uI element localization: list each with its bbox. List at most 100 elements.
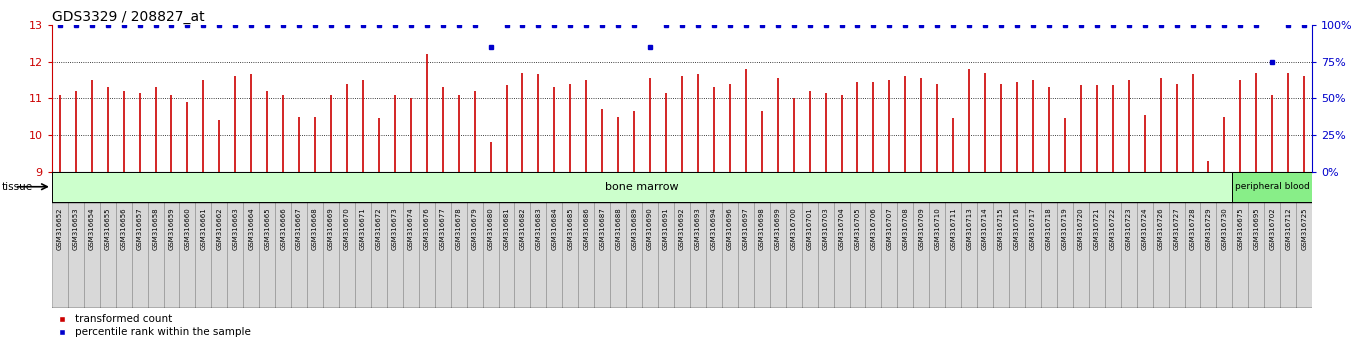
Text: GSM316708: GSM316708 — [903, 207, 908, 250]
Text: GSM316717: GSM316717 — [1030, 207, 1037, 250]
Text: GSM316658: GSM316658 — [153, 207, 158, 250]
Bar — [1121, 202, 1136, 308]
Text: GSM316698: GSM316698 — [758, 207, 765, 250]
Text: GSM316679: GSM316679 — [472, 207, 477, 250]
Bar — [1057, 202, 1073, 308]
Bar — [547, 202, 562, 308]
Text: GSM316681: GSM316681 — [503, 207, 510, 250]
Text: GSM316652: GSM316652 — [57, 207, 63, 250]
Text: GSM316720: GSM316720 — [1078, 207, 1084, 250]
Text: peripheral blood: peripheral blood — [1234, 182, 1309, 191]
Bar — [1136, 202, 1153, 308]
Bar — [1088, 202, 1105, 308]
Bar — [833, 202, 850, 308]
Text: GDS3329 / 208827_at: GDS3329 / 208827_at — [52, 10, 205, 24]
Text: GSM316728: GSM316728 — [1189, 207, 1195, 250]
Text: GSM316664: GSM316664 — [248, 207, 254, 250]
Bar — [131, 202, 147, 308]
Text: GSM316700: GSM316700 — [791, 207, 797, 250]
Bar — [850, 202, 866, 308]
Text: GSM316667: GSM316667 — [296, 207, 301, 250]
Bar — [962, 202, 977, 308]
Text: GSM316657: GSM316657 — [136, 207, 143, 250]
Text: GSM316713: GSM316713 — [966, 207, 973, 250]
Bar — [993, 202, 1009, 308]
Text: GSM316716: GSM316716 — [1013, 207, 1020, 250]
Text: GSM316704: GSM316704 — [839, 207, 844, 250]
Bar — [450, 202, 466, 308]
Bar — [466, 202, 483, 308]
Bar — [228, 202, 243, 308]
Bar — [1217, 202, 1233, 308]
Text: GSM316656: GSM316656 — [120, 207, 127, 250]
Text: GSM316729: GSM316729 — [1206, 207, 1211, 250]
Text: GSM316674: GSM316674 — [408, 207, 413, 250]
Text: GSM316678: GSM316678 — [456, 207, 461, 250]
Text: GSM316693: GSM316693 — [694, 207, 701, 250]
Legend: transformed count, percentile rank within the sample: transformed count, percentile rank withi… — [55, 310, 255, 342]
Text: GSM316694: GSM316694 — [711, 207, 717, 250]
Bar — [1009, 202, 1024, 308]
Text: GSM316707: GSM316707 — [887, 207, 892, 250]
Text: GSM316662: GSM316662 — [217, 207, 222, 250]
Bar — [435, 202, 450, 308]
Text: GSM316683: GSM316683 — [536, 207, 542, 250]
Bar — [595, 202, 610, 308]
Bar — [1233, 202, 1248, 308]
Bar — [1105, 202, 1121, 308]
Text: GSM316726: GSM316726 — [1158, 207, 1163, 250]
Text: GSM316686: GSM316686 — [584, 207, 589, 250]
Text: GSM316687: GSM316687 — [599, 207, 606, 250]
Bar — [1041, 202, 1057, 308]
Text: GSM316682: GSM316682 — [520, 207, 525, 250]
Bar — [307, 202, 323, 308]
Bar — [657, 202, 674, 308]
Text: GSM316701: GSM316701 — [806, 207, 813, 250]
Text: GSM316660: GSM316660 — [184, 207, 191, 250]
Bar — [626, 202, 642, 308]
Bar — [738, 202, 754, 308]
Text: GSM316705: GSM316705 — [854, 207, 861, 250]
Bar — [1153, 202, 1169, 308]
Bar — [929, 202, 945, 308]
Text: GSM316712: GSM316712 — [1285, 207, 1292, 250]
Bar — [483, 202, 498, 308]
Bar — [562, 202, 578, 308]
Text: GSM316706: GSM316706 — [870, 207, 877, 250]
Bar — [754, 202, 769, 308]
Text: tissue: tissue — [1, 182, 33, 192]
Bar — [68, 202, 83, 308]
Bar — [83, 202, 100, 308]
Text: GSM316722: GSM316722 — [1110, 207, 1116, 250]
Bar — [340, 202, 355, 308]
Bar — [276, 202, 291, 308]
Text: GSM316730: GSM316730 — [1221, 207, 1228, 250]
Bar — [881, 202, 898, 308]
Text: GSM316666: GSM316666 — [280, 207, 286, 250]
Bar — [147, 202, 164, 308]
Text: GSM316709: GSM316709 — [918, 207, 925, 250]
Text: GSM316702: GSM316702 — [1270, 207, 1275, 250]
Text: GSM316691: GSM316691 — [663, 207, 670, 250]
Bar — [1296, 202, 1312, 308]
Text: GSM316695: GSM316695 — [1254, 207, 1259, 250]
Text: GSM316692: GSM316692 — [679, 207, 685, 250]
Text: GSM316661: GSM316661 — [201, 207, 206, 250]
Text: GSM316714: GSM316714 — [982, 207, 988, 250]
Text: GSM316723: GSM316723 — [1125, 207, 1132, 250]
Bar — [211, 202, 228, 308]
Text: GSM316715: GSM316715 — [998, 207, 1004, 250]
Text: GSM316725: GSM316725 — [1301, 207, 1307, 250]
Bar — [945, 202, 962, 308]
Bar — [817, 202, 833, 308]
Bar — [674, 202, 690, 308]
Bar — [514, 202, 531, 308]
Bar — [1169, 202, 1184, 308]
Text: GSM316653: GSM316653 — [72, 207, 79, 250]
Bar — [52, 202, 68, 308]
Text: GSM316668: GSM316668 — [312, 207, 318, 250]
Bar — [977, 202, 993, 308]
Bar — [195, 202, 211, 308]
Text: GSM316690: GSM316690 — [647, 207, 653, 250]
Bar — [387, 202, 402, 308]
